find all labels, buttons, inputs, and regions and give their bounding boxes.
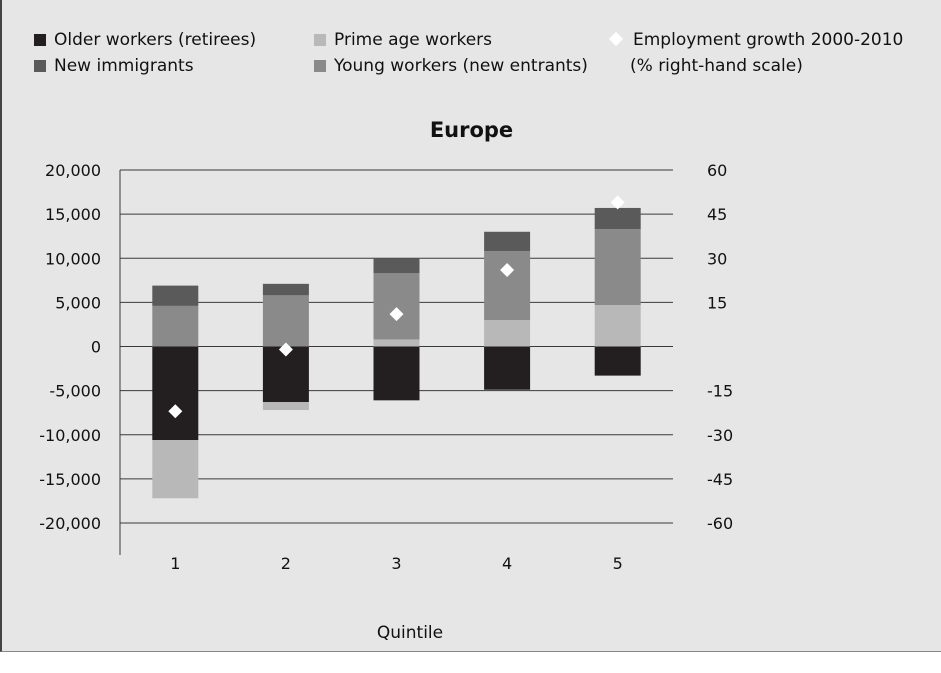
legend-label-young-workers: Young workers (new entrants) xyxy=(334,56,588,76)
bar-segment-older xyxy=(484,346,531,390)
legend-label-employment-growth: Employment growth 2000-2010 xyxy=(633,30,904,50)
legend-item-prime-age-workers: Prime age workers xyxy=(314,29,492,51)
growth-point xyxy=(500,263,515,278)
legend-item-young-workers: Young workers (new entrants) xyxy=(314,55,588,77)
chart-title: Europe xyxy=(429,118,514,142)
bar-segment-immigrants xyxy=(262,283,309,296)
chart-figure: Older workers (retirees) New immigrants … xyxy=(0,0,941,652)
growth-point xyxy=(278,342,293,357)
x-tick-label: 5 xyxy=(613,554,623,573)
x-tick-label: 3 xyxy=(391,554,401,573)
y2-tick-label: -60 xyxy=(707,514,733,533)
legend-label-prime-age-workers: Prime age workers xyxy=(334,30,492,50)
bar-segment-immigrants xyxy=(152,285,199,306)
y2-tick-label: -15 xyxy=(707,382,733,401)
bar-segment-prime xyxy=(484,320,531,347)
bar-segment-prime xyxy=(373,339,420,347)
bar-segment-prime xyxy=(262,402,309,411)
bar-segment-young xyxy=(262,295,309,347)
bar-segment-prime xyxy=(152,440,199,499)
growth-point xyxy=(389,307,404,322)
legend-swatch-new-immigrants xyxy=(34,60,46,72)
y2-tick-label: 45 xyxy=(707,205,727,224)
y-tick-label: 5,000 xyxy=(55,293,101,312)
legend-item-older-workers: Older workers (retirees) xyxy=(34,29,256,51)
bar-segment-young xyxy=(152,305,199,347)
bar-segment-older xyxy=(152,346,199,441)
x-axis-title: Quintile xyxy=(376,623,444,643)
legend-swatch-young-workers xyxy=(314,60,326,72)
bar-segment-older xyxy=(373,346,420,401)
y-tick-label: 20,000 xyxy=(45,161,101,180)
legend-label-older-workers: Older workers (retirees) xyxy=(54,30,257,50)
bar-segment-young xyxy=(484,251,531,321)
legend-item-new-immigrants: New immigrants xyxy=(34,55,194,77)
bar-segment-immigrants xyxy=(484,231,531,252)
y2-tick-label: -45 xyxy=(707,470,733,489)
bar-segment-older xyxy=(594,346,641,376)
chart-plot: 20,000 15,000 10,000 5,000 0 -5,000 -10,000 -15… xyxy=(39,161,733,573)
y-tick-label: -10,000 xyxy=(39,426,101,445)
y2-tick-label: 15 xyxy=(707,293,727,312)
y-tick-label: 10,000 xyxy=(45,249,101,268)
growth-point xyxy=(610,195,625,210)
y-tick-label: 0 xyxy=(91,338,101,357)
legend-label-new-immigrants: New immigrants xyxy=(54,56,194,76)
legend-label-right-hand-scale: (% right-hand scale) xyxy=(630,56,803,76)
y-tick-label: -5,000 xyxy=(49,382,101,401)
x-tick-label: 1 xyxy=(170,554,180,573)
legend-item-employment-growth: Employment growth 2000-2010 xyxy=(608,29,904,51)
y2-tick-label: -30 xyxy=(707,426,733,445)
bar-segment-young xyxy=(594,229,641,306)
x-tick-label: 4 xyxy=(502,554,512,573)
bar-segment-prime xyxy=(594,305,641,347)
y2-tick-label: 60 xyxy=(707,161,727,180)
bar-segment-immigrants xyxy=(594,207,641,230)
growth-point xyxy=(168,404,183,419)
bar-segment-young xyxy=(373,273,420,340)
legend-swatch-prime-age-workers xyxy=(314,34,326,46)
y-tick-label: -20,000 xyxy=(39,514,101,533)
y-tick-label: 15,000 xyxy=(45,205,101,224)
y-tick-label: -15,000 xyxy=(39,470,101,489)
y2-tick-label: 30 xyxy=(707,249,727,268)
x-tick-label: 2 xyxy=(281,554,291,573)
bar-segment-immigrants xyxy=(373,258,420,274)
legend-swatch-older-workers xyxy=(34,34,46,46)
chart-legend: Older workers (retirees) New immigrants … xyxy=(2,0,941,90)
